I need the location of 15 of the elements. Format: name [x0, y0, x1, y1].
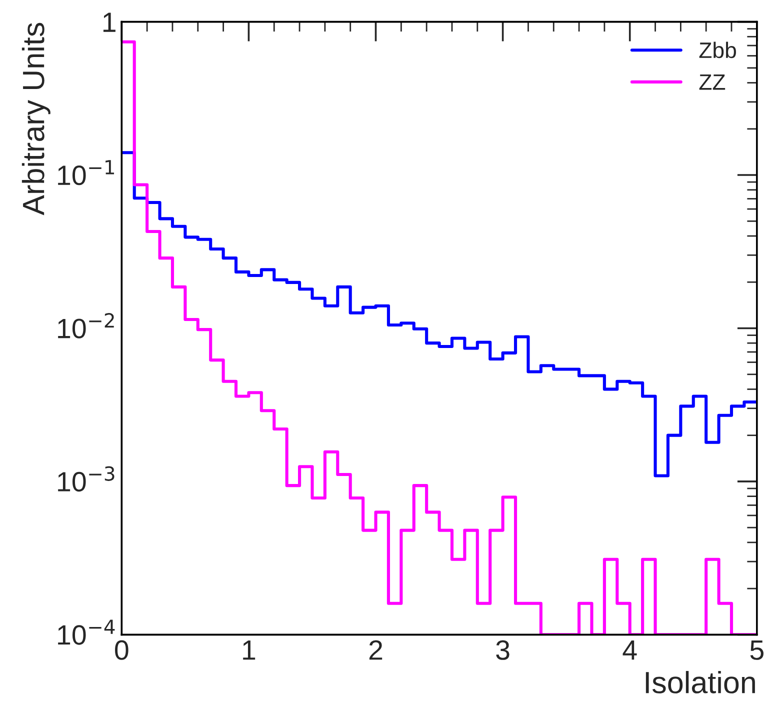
y-tick-label: 10$^{−1}$ — [58, 160, 114, 186]
x-tick-label: 5 — [750, 640, 764, 660]
x-tick-label: 2 — [369, 640, 382, 660]
x-tick-label: 1 — [243, 640, 256, 660]
legend-label: Zbb — [699, 42, 736, 58]
y-tick-label: 1 — [103, 12, 116, 32]
x-axis-title: Isolation — [646, 670, 755, 694]
y-tick-label: 10$^{−4}$ — [58, 620, 115, 645]
y-tick-label: 10$^{−2}$ — [58, 313, 114, 338]
y-tick-label: 10$^{−3}$ — [58, 466, 114, 492]
x-tick-label: 4 — [622, 640, 637, 660]
x-tick-label: 0 — [115, 640, 128, 660]
x-tick-label: 3 — [496, 640, 510, 660]
y-axis-title: Arbitrary Units — [22, 22, 50, 216]
legend-label: ZZ — [699, 74, 726, 90]
